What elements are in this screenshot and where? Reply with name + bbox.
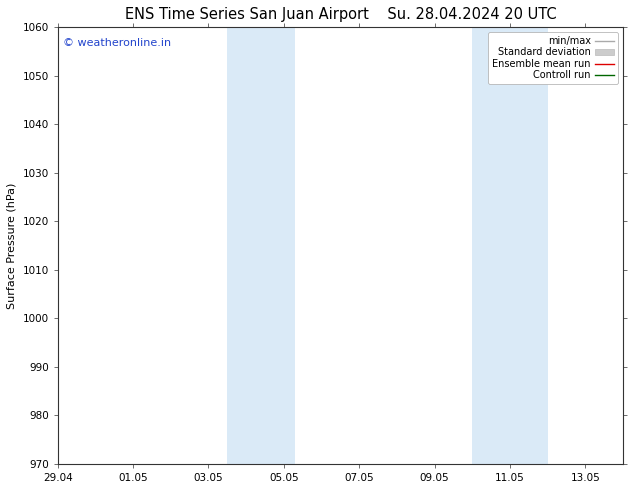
Title: ENS Time Series San Juan Airport    Su. 28.04.2024 20 UTC: ENS Time Series San Juan Airport Su. 28.… xyxy=(124,7,556,22)
Bar xyxy=(228,27,295,464)
Y-axis label: Surface Pressure (hPa): Surface Pressure (hPa) xyxy=(7,182,17,309)
Bar xyxy=(472,27,548,464)
Text: © weatheronline.in: © weatheronline.in xyxy=(63,38,172,48)
Legend: min/max, Standard deviation, Ensemble mean run, Controll run: min/max, Standard deviation, Ensemble me… xyxy=(488,32,618,84)
